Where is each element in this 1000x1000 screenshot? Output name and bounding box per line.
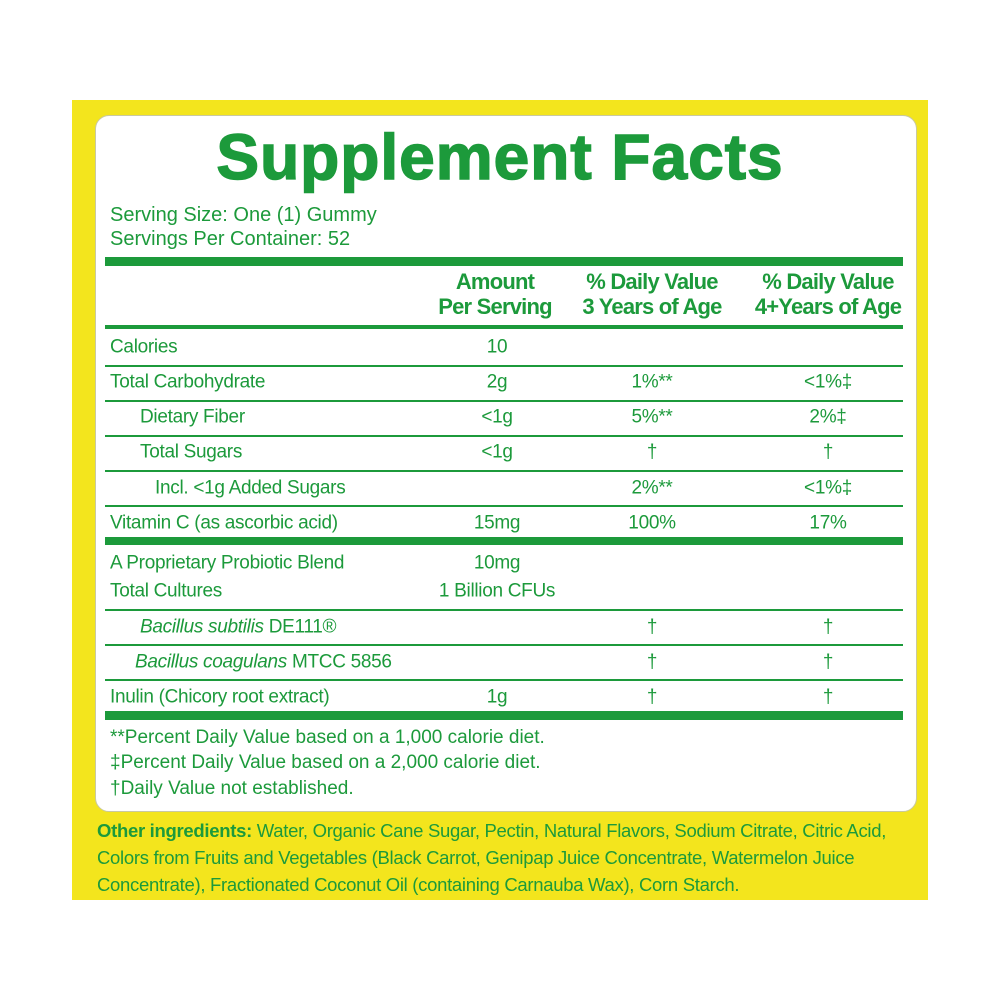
nutrient-name: A Proprietary Probiotic Blend <box>110 552 345 574</box>
nutrient-name: Incl. <1g Added Sugars <box>155 477 346 499</box>
footnote: ‡Percent Daily Value based on a 2,000 ca… <box>110 752 541 773</box>
nutrient-name-text: Inulin (Chicory root extract) <box>110 686 330 708</box>
nutrient-name-text: Vitamin C (as ascorbic acid) <box>110 512 338 534</box>
nutrient-name-italic: Bacillus coagulans <box>135 651 287 673</box>
rule-thin <box>105 400 903 402</box>
other-ingredients: Other ingredients: Water, Organic Cane S… <box>97 817 917 898</box>
daily-value: 5%** <box>631 406 673 428</box>
nutrient-name-text: Incl. <1g Added Sugars <box>155 477 346 499</box>
nutrient-name: Dietary Fiber <box>140 408 245 427</box>
nutrient-name: Calories <box>110 336 178 358</box>
daily-value: 2%‡ <box>809 406 847 428</box>
column-header: % Daily Value <box>586 269 718 294</box>
rule-thin <box>105 365 903 367</box>
amount: 1 Billion CFUs <box>438 580 556 602</box>
nutrient-name-text: Calories <box>110 336 178 358</box>
servings-per-container: Servings Per Container: 52 <box>110 228 351 250</box>
column-header: Per Serving <box>438 294 552 319</box>
daily-value: 17% <box>809 512 847 534</box>
other-ingredients-label: Other ingredients: <box>97 820 252 841</box>
nutrient-name-text: DE111® <box>268 616 337 638</box>
nutrient-name: Total Sugars <box>140 443 242 462</box>
nutrient-name: Inulin (Chicory root extract) <box>110 686 330 708</box>
nutrient-name-text: Dietary Fiber <box>140 406 245 428</box>
daily-value: † <box>646 686 658 708</box>
nutrient-name-text: Total Sugars <box>140 441 243 463</box>
column-header: Amount <box>455 269 535 294</box>
rule-thick <box>105 257 903 266</box>
facts-panel <box>95 115 917 812</box>
nutrient-name-text: Total Cultures <box>110 580 222 602</box>
rule-medium <box>105 325 903 329</box>
amount: 10 <box>486 336 508 358</box>
daily-value: † <box>646 651 658 673</box>
nutrient-name: Bacillus coagulans MTCC 5856 <box>135 653 392 672</box>
column-header: 4+Years of Age <box>754 294 902 319</box>
amount: <1g <box>481 441 513 463</box>
other-ingredients-text: Water, Organic Cane Sugar, Pectin, Natur… <box>97 820 887 895</box>
amount: 2g <box>486 371 508 393</box>
column-header: % Daily Value <box>762 269 894 294</box>
daily-value: † <box>822 651 834 673</box>
daily-value: † <box>646 441 658 463</box>
amount: 10mg <box>473 552 521 574</box>
daily-value: 2%** <box>631 477 673 499</box>
rule-thin <box>105 644 903 646</box>
daily-value: † <box>822 686 834 708</box>
footnote: †Daily Value not established. <box>110 778 354 799</box>
rule-thin <box>105 470 903 472</box>
rule-thin <box>105 435 903 437</box>
amount: <1g <box>481 406 513 428</box>
nutrient-name: Total Carbohydrate <box>110 373 265 392</box>
amount: 1g <box>486 686 508 708</box>
daily-value: † <box>646 616 658 638</box>
column-header: 3 Years of Age <box>582 294 722 319</box>
rule-thin <box>105 679 903 681</box>
daily-value: 1%** <box>631 371 673 393</box>
daily-value: † <box>822 616 834 638</box>
daily-value: <1%‡ <box>804 371 852 393</box>
rule-thick <box>105 711 903 720</box>
daily-value: 100% <box>628 512 676 534</box>
daily-value: † <box>822 441 834 463</box>
nutrient-name: Total Cultures <box>110 582 222 601</box>
rule-thick <box>105 537 903 545</box>
nutrient-name: Bacillus subtilis DE111® <box>140 616 337 638</box>
footnote: **Percent Daily Value based on a 1,000 c… <box>110 727 545 748</box>
nutrient-name-text: A Proprietary Probiotic Blend <box>110 552 345 574</box>
serving-size: Serving Size: One (1) Gummy <box>110 204 377 226</box>
nutrient-name-text: Total Carbohydrate <box>110 371 266 393</box>
rule-thin <box>105 505 903 507</box>
nutrient-name-italic: Bacillus subtilis <box>140 616 264 638</box>
nutrient-name-text: MTCC 5856 <box>291 651 392 673</box>
daily-value: <1%‡ <box>804 477 852 499</box>
title: Supplement Facts <box>216 121 784 193</box>
rule-thin <box>105 609 903 611</box>
nutrient-name: Vitamin C (as ascorbic acid) <box>110 514 338 533</box>
amount: 15mg <box>473 512 521 534</box>
